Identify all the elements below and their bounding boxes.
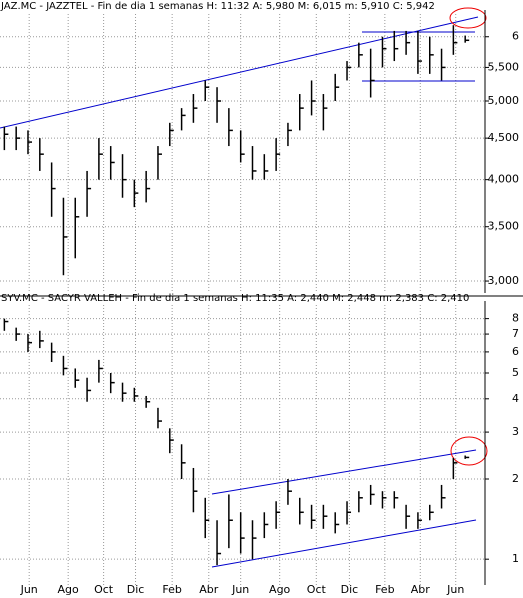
y-tick-label: 6 (512, 345, 519, 358)
highlight (449, 7, 487, 29)
y-tick-label: 4,000 (488, 173, 520, 186)
x-tick-label: Feb (375, 583, 394, 596)
y-tick-label: 5,000 (488, 94, 520, 107)
highlight (450, 436, 488, 466)
x-tick-label: Dic (127, 583, 145, 596)
y-tick-label: 7 (512, 327, 519, 340)
x-tick-label: Jun (20, 583, 38, 596)
trend-line (0, 16, 479, 129)
y-tick-label: 5 (512, 366, 519, 379)
x-tick-label: Oct (307, 583, 327, 596)
y-tick-label: 3,000 (488, 274, 520, 287)
x-tick-label: Jun (231, 583, 249, 596)
chart-title: SYV.MC - SACYR VALLEH - Fin de dia 1 sem… (1, 293, 469, 304)
x-tick-label: Abr (199, 583, 219, 596)
x-tick-label: Ago (269, 583, 291, 596)
y-tick-label: 2 (512, 472, 519, 485)
trend-line (211, 519, 477, 568)
y-tick-label: 1 (512, 552, 519, 565)
trend-line (211, 449, 477, 495)
y-tick-label: 4 (512, 392, 519, 405)
x-tick-label: Ago (58, 583, 80, 596)
x-tick-label: Dic (341, 583, 359, 596)
x-tick-label: Jun (446, 583, 464, 596)
y-tick-label: 4,500 (488, 131, 520, 144)
x-tick-label: Oct (94, 583, 114, 596)
y-tick-label: 3 (512, 425, 519, 438)
x-tick-label: Feb (162, 583, 181, 596)
y-tick-label: 6 (512, 30, 519, 43)
y-tick-label: 5,500 (488, 60, 520, 73)
x-tick-label: Abr (411, 583, 431, 596)
y-tick-label: 3,500 (488, 220, 520, 233)
chart-title: JAZ.MC - JAZZTEL - Fin de dia 1 semanas … (0, 1, 435, 12)
y-tick-label: 8 (512, 312, 519, 325)
